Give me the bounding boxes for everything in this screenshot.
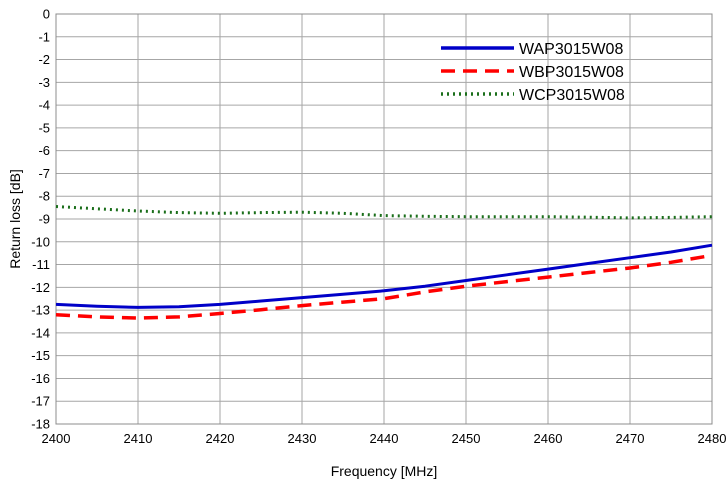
y-tick-label: -10 [31, 234, 50, 249]
x-tick-label: 2420 [206, 431, 235, 446]
y-tick-label: -4 [38, 98, 50, 113]
legend-label: WBP3015W08 [519, 64, 624, 81]
y-tick-label: -9 [38, 212, 50, 227]
y-tick-label: -5 [38, 120, 50, 135]
y-axis-label: Return loss [dB] [7, 169, 23, 269]
legend: WAP3015W08 WBP3015W08 WCP3015W08 [441, 41, 625, 104]
y-tick-label: -17 [31, 394, 50, 409]
y-tick-label: -16 [31, 371, 50, 386]
x-tick-label: 2470 [616, 431, 645, 446]
x-tick-label: 2480 [698, 431, 727, 446]
y-tick-label: -11 [32, 257, 50, 272]
y-tick-label: -3 [38, 75, 50, 90]
y-tick-label: 0 [43, 7, 50, 22]
x-tick-labels: 2400 2410 2420 2430 2440 2450 2460 2470 2480 [42, 431, 727, 446]
y-tick-labels: 0 -1 -2 -3 -4 -5 -6 -7 -8 -9 -10 -11 -12 -13 -14 -15 -16… [31, 7, 50, 432]
y-tick-label: -2 [38, 52, 50, 67]
y-tick-label: -12 [31, 280, 50, 295]
series-line [55, 205, 713, 220]
grid-lines [55, 13, 713, 425]
x-tick-label: 2440 [370, 431, 399, 446]
legend-label: WCP3015W08 [519, 87, 625, 104]
y-tick-label: -6 [38, 143, 50, 158]
x-tick-label: 2430 [288, 431, 317, 446]
plot-area [55, 13, 713, 425]
y-tick-label: -1 [38, 29, 50, 44]
y-tick-label: -18 [31, 417, 50, 432]
y-tick-label: -15 [31, 348, 50, 363]
y-tick-label: -8 [38, 189, 50, 204]
x-axis-label: Frequency [MHz] [331, 463, 438, 479]
x-tick-label: 2450 [452, 431, 481, 446]
x-tick-label: 2410 [124, 431, 153, 446]
y-tick-label: -14 [31, 325, 50, 340]
y-tick-label: -13 [31, 303, 50, 318]
legend-label: WAP3015W08 [519, 41, 623, 58]
series-lines [55, 205, 713, 320]
y-tick-label: -7 [38, 166, 50, 181]
series-line [55, 243, 713, 309]
x-tick-label: 2460 [534, 431, 563, 446]
x-tick-label: 2400 [42, 431, 71, 446]
